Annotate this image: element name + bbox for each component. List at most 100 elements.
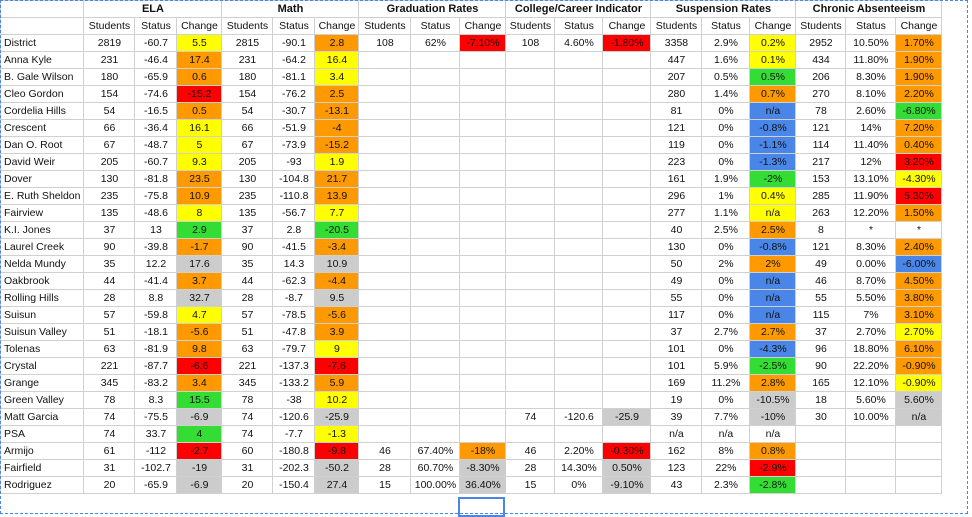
data-cell[interactable]: -15.2 (176, 85, 223, 103)
data-cell[interactable] (410, 136, 461, 154)
data-cell[interactable]: -30.7 (272, 102, 316, 120)
data-cell[interactable]: 37 (795, 323, 847, 341)
data-cell[interactable] (554, 221, 604, 239)
data-cell[interactable]: 40 (650, 221, 703, 239)
data-cell[interactable] (410, 187, 461, 205)
data-cell[interactable] (410, 306, 461, 324)
data-cell[interactable] (459, 102, 507, 120)
data-cell[interactable]: -74.6 (134, 85, 178, 103)
data-cell[interactable]: * (895, 221, 943, 239)
data-cell[interactable] (795, 442, 847, 460)
data-cell[interactable]: 9.3 (176, 153, 223, 171)
data-cell[interactable]: 11.80% (845, 51, 897, 69)
data-cell[interactable]: 0.40% (895, 136, 943, 154)
data-cell[interactable]: -9.8 (314, 442, 360, 460)
data-cell[interactable]: 15 (505, 476, 556, 494)
data-cell[interactable] (358, 85, 412, 103)
data-cell[interactable] (459, 374, 507, 392)
data-cell[interactable] (358, 408, 412, 426)
data-cell[interactable]: 17.6 (176, 255, 223, 273)
data-cell[interactable]: -79.7 (272, 340, 316, 358)
data-cell[interactable]: n/a (749, 272, 797, 290)
data-cell[interactable]: 123 (650, 459, 703, 477)
data-cell[interactable]: 19 (650, 391, 703, 409)
data-cell[interactable]: -60.7 (134, 153, 178, 171)
data-cell[interactable]: 28 (221, 289, 274, 307)
data-cell[interactable]: -41.5 (272, 238, 316, 256)
data-cell[interactable]: 101 (650, 357, 703, 375)
data-cell[interactable] (602, 323, 652, 341)
data-cell[interactable] (505, 306, 556, 324)
data-cell[interactable] (602, 204, 652, 222)
data-cell[interactable] (505, 289, 556, 307)
data-cell[interactable]: 0% (701, 136, 751, 154)
data-cell[interactable]: 51 (221, 323, 274, 341)
data-cell[interactable]: -180.8 (272, 442, 316, 460)
data-cell[interactable] (459, 153, 507, 171)
data-cell[interactable]: 60.70% (410, 459, 461, 477)
data-cell[interactable]: 10.00% (845, 408, 897, 426)
data-cell[interactable] (459, 272, 507, 290)
column-header[interactable]: Change (602, 17, 652, 35)
data-cell[interactable]: -7.6 (314, 357, 360, 375)
data-cell[interactable]: 3358 (650, 34, 703, 52)
data-cell[interactable]: 223 (650, 153, 703, 171)
data-cell[interactable]: 0% (701, 238, 751, 256)
data-cell[interactable] (459, 357, 507, 375)
data-cell[interactable] (459, 340, 507, 358)
data-cell[interactable] (459, 221, 507, 239)
data-cell[interactable] (602, 357, 652, 375)
group-header[interactable]: Math (221, 0, 360, 18)
data-cell[interactable]: -75.5 (134, 408, 178, 426)
data-cell[interactable]: 57 (83, 306, 136, 324)
data-cell[interactable]: -50.2 (314, 459, 360, 477)
data-cell[interactable]: 10.9 (314, 255, 360, 273)
data-cell[interactable]: 205 (221, 153, 274, 171)
data-cell[interactable] (795, 476, 847, 494)
data-cell[interactable]: -110.8 (272, 187, 316, 205)
data-cell[interactable] (554, 68, 604, 86)
data-cell[interactable] (410, 391, 461, 409)
data-cell[interactable]: 231 (221, 51, 274, 69)
column-header[interactable]: Change (176, 17, 223, 35)
data-cell[interactable]: 162 (650, 442, 703, 460)
data-cell[interactable]: -7.10% (459, 34, 507, 52)
data-cell[interactable] (358, 51, 412, 69)
data-cell[interactable] (602, 272, 652, 290)
data-cell[interactable]: -78.5 (272, 306, 316, 324)
data-cell[interactable]: 121 (795, 119, 847, 137)
data-cell[interactable]: -18.1 (134, 323, 178, 341)
data-cell[interactable]: 90 (795, 357, 847, 375)
row-label-cell[interactable]: Crystal (0, 357, 85, 375)
data-cell[interactable]: 2.9 (176, 221, 223, 239)
data-cell[interactable]: -104.8 (272, 170, 316, 188)
data-cell[interactable]: 121 (795, 238, 847, 256)
data-cell[interactable]: 235 (221, 187, 274, 205)
data-cell[interactable]: -120.6 (554, 408, 604, 426)
data-cell[interactable]: 12.20% (845, 204, 897, 222)
data-cell[interactable]: 1.9% (701, 170, 751, 188)
data-cell[interactable]: 169 (650, 374, 703, 392)
data-cell[interactable] (459, 68, 507, 86)
data-cell[interactable] (505, 391, 556, 409)
data-cell[interactable]: 54 (221, 102, 274, 120)
data-cell[interactable]: 0.5 (176, 102, 223, 120)
data-cell[interactable] (554, 119, 604, 137)
data-cell[interactable]: 100.00% (410, 476, 461, 494)
data-cell[interactable]: 63 (83, 340, 136, 358)
data-cell[interactable]: 78 (221, 391, 274, 409)
data-cell[interactable]: 74 (221, 408, 274, 426)
data-cell[interactable]: 2.7% (749, 323, 797, 341)
data-cell[interactable]: 74 (83, 425, 136, 443)
data-cell[interactable]: 0.2% (749, 34, 797, 52)
data-cell[interactable] (505, 323, 556, 341)
data-cell[interactable]: 3.4 (176, 374, 223, 392)
data-cell[interactable]: 3.20% (895, 153, 943, 171)
data-cell[interactable] (459, 391, 507, 409)
data-cell[interactable] (554, 357, 604, 375)
data-cell[interactable]: -4.30% (895, 170, 943, 188)
data-cell[interactable]: 37 (83, 221, 136, 239)
data-cell[interactable]: 2.20% (554, 442, 604, 460)
data-cell[interactable]: -6.80% (895, 102, 943, 120)
data-cell[interactable]: 39 (650, 408, 703, 426)
